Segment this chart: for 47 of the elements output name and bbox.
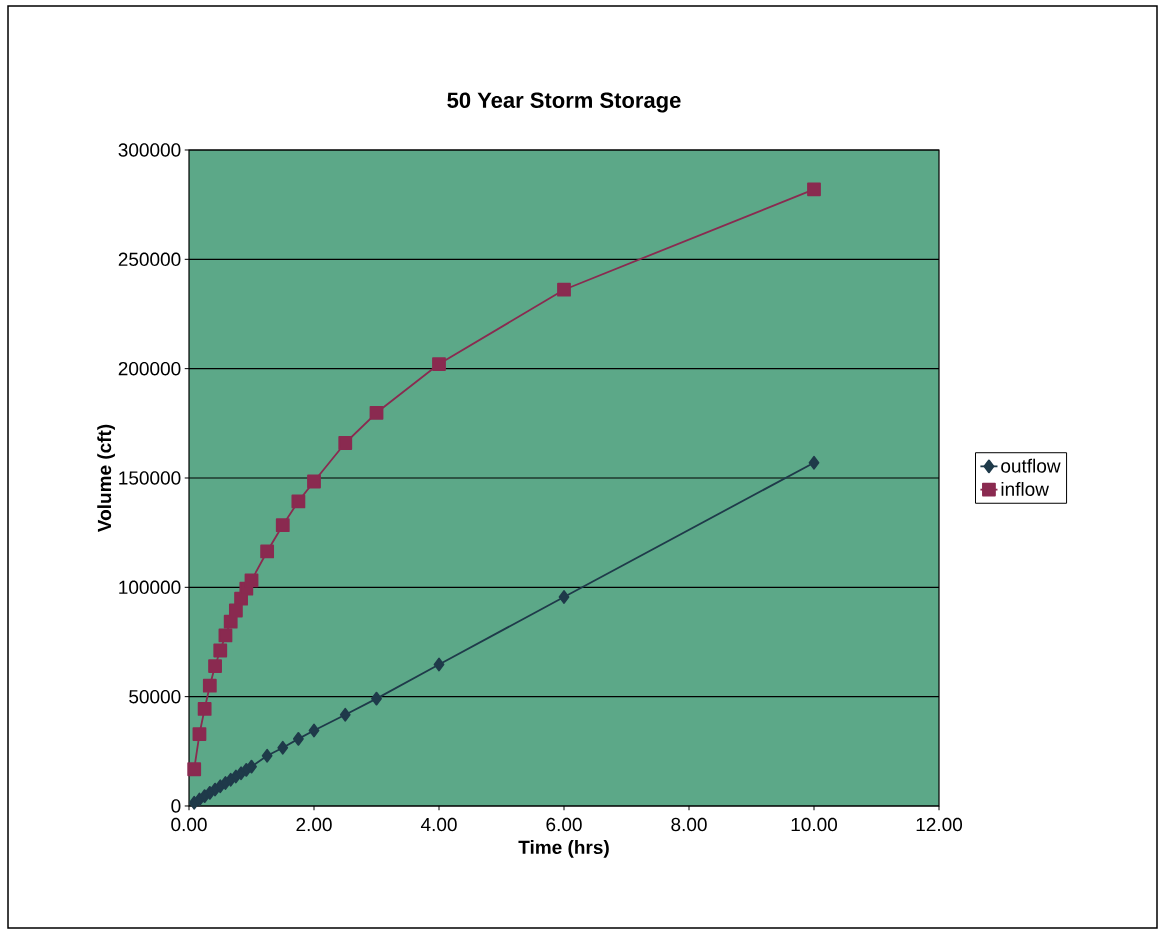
- point: [197, 702, 212, 716]
- point: [292, 731, 304, 746]
- point: [208, 659, 222, 673]
- point: [369, 405, 384, 420]
- x-tick-label: 12.00: [916, 817, 963, 832]
- point: [187, 762, 202, 777]
- y-tick-label: 150000: [119, 471, 181, 485]
- point: [246, 759, 257, 774]
- point: [192, 727, 207, 741]
- point: [807, 182, 821, 197]
- point: [213, 643, 228, 658]
- point: [307, 474, 321, 489]
- x-tick-label: 2.00: [296, 817, 332, 832]
- y-tick-label: 250000: [118, 252, 181, 267]
- point: [218, 628, 233, 643]
- point: [202, 678, 217, 693]
- point: [338, 436, 353, 450]
- x-tick-label: 10.00: [791, 817, 838, 832]
- point: [558, 590, 570, 604]
- y-tick-label: 50000: [129, 689, 181, 704]
- point: [291, 494, 306, 509]
- point: [808, 455, 820, 470]
- point: [371, 691, 382, 706]
- point: [275, 518, 290, 533]
- point: [433, 657, 445, 672]
- x-tick-label: 6.00: [546, 817, 582, 832]
- legend-label: inflow: [1001, 481, 1049, 496]
- point: [557, 282, 571, 297]
- y-axis-title: Volume (cft): [97, 424, 115, 533]
- point: [308, 723, 320, 738]
- point: [277, 740, 289, 755]
- point: [432, 357, 446, 371]
- point: [339, 707, 351, 722]
- y-tick-label: 100000: [119, 580, 181, 595]
- x-tick-label: 0.00: [171, 817, 207, 832]
- point: [223, 614, 238, 629]
- y-tick-label: 200000: [118, 361, 181, 376]
- x-tick-label: 8.00: [671, 817, 707, 832]
- y-tick-label: 300000: [118, 143, 181, 157]
- legend-label: outflow: [1001, 458, 1061, 473]
- point: [261, 748, 273, 763]
- x-axis-title: Time (hrs): [518, 840, 609, 858]
- point: [244, 573, 259, 588]
- point: [260, 544, 275, 559]
- x-tick-label: 4.00: [420, 817, 457, 832]
- y-tick-label: 0: [171, 799, 181, 813]
- chart-title: 50 Year Storm Storage: [447, 92, 681, 113]
